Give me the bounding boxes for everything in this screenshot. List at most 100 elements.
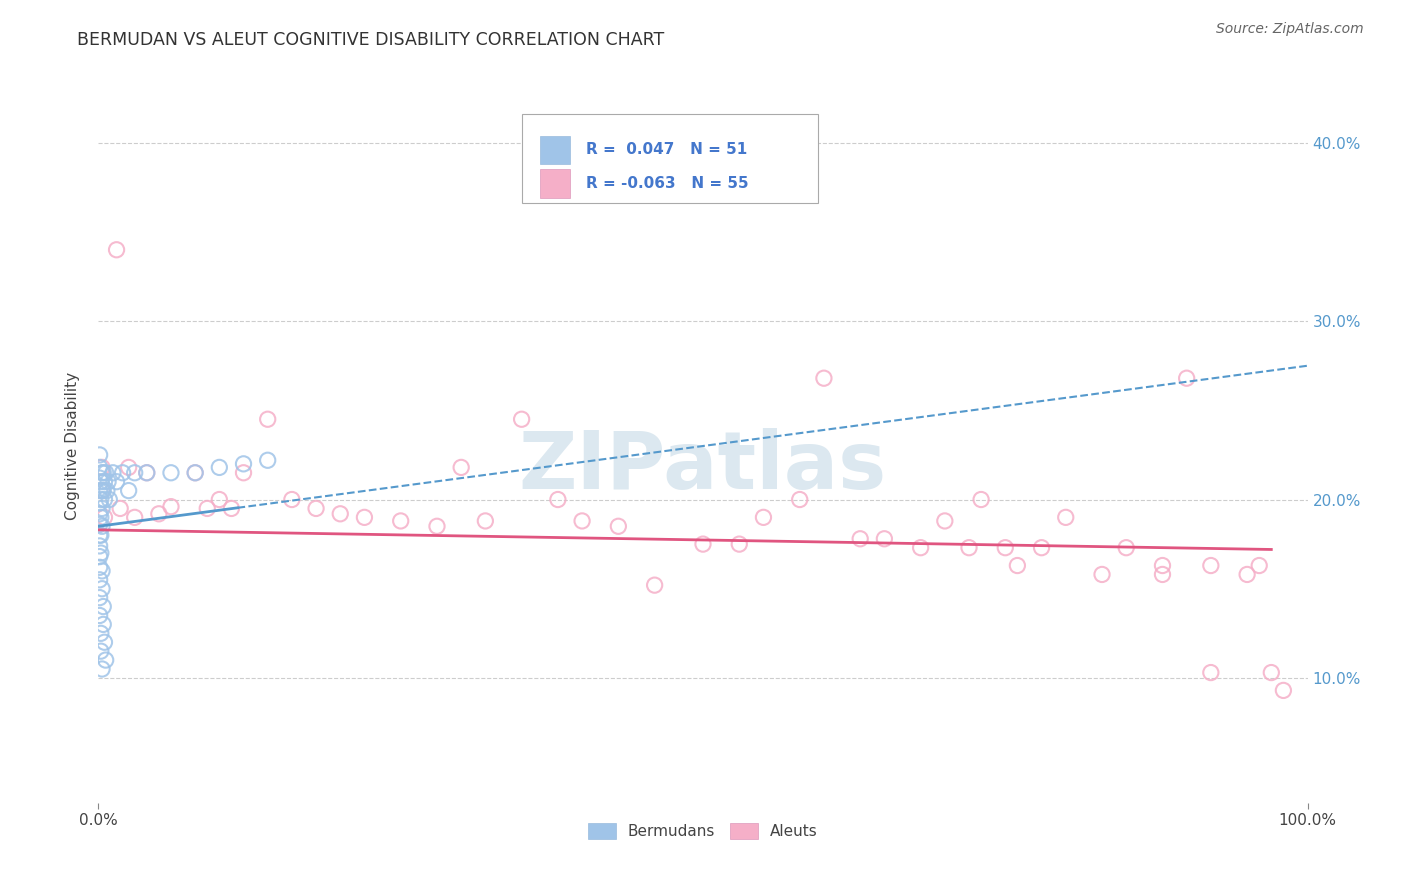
Point: [849, 532, 872, 546]
Point: [1236, 567, 1258, 582]
Point: [1249, 558, 1271, 573]
Point: [94, 466, 117, 480]
Text: Source: ZipAtlas.com: Source: ZipAtlas.com: [1216, 22, 1364, 37]
Point: [118, 483, 141, 498]
Point: [91, 617, 114, 632]
Point: [232, 457, 254, 471]
Point: [98, 492, 121, 507]
Point: [1115, 541, 1137, 555]
Point: [1175, 371, 1198, 385]
Point: [91, 582, 114, 596]
Point: [118, 460, 141, 475]
Point: [101, 466, 124, 480]
Point: [184, 466, 207, 480]
Point: [728, 537, 751, 551]
Point: [89, 483, 111, 498]
Point: [910, 541, 932, 555]
Point: [957, 541, 980, 555]
Point: [184, 466, 207, 480]
Point: [450, 460, 472, 475]
Point: [89, 507, 111, 521]
Point: [89, 460, 111, 475]
Point: [89, 517, 111, 532]
Point: [305, 501, 328, 516]
Point: [873, 532, 896, 546]
Point: [91, 483, 114, 498]
Point: [221, 501, 243, 516]
Legend: Bermudans, Aleuts: Bermudans, Aleuts: [582, 817, 824, 845]
Point: [281, 492, 304, 507]
Point: [89, 549, 111, 564]
Point: [607, 519, 630, 533]
Point: [91, 501, 114, 516]
Point: [208, 460, 231, 475]
Point: [160, 500, 183, 514]
Point: [329, 507, 352, 521]
Point: [752, 510, 775, 524]
Point: [571, 514, 593, 528]
Point: [256, 412, 278, 426]
Point: [91, 599, 114, 614]
Point: [96, 483, 118, 498]
Point: [256, 453, 278, 467]
Bar: [540, 136, 569, 164]
Point: [1054, 510, 1077, 524]
Point: [994, 541, 1017, 555]
Point: [89, 539, 111, 553]
Point: [813, 371, 835, 385]
Point: [1007, 558, 1029, 573]
Point: [1199, 558, 1222, 573]
Point: [232, 466, 254, 480]
Point: [91, 483, 114, 498]
Point: [934, 514, 956, 528]
Point: [692, 537, 714, 551]
Point: [90, 626, 112, 640]
Point: [89, 528, 111, 542]
Point: [1031, 541, 1053, 555]
Point: [91, 466, 114, 480]
Point: [89, 496, 111, 510]
Point: [108, 501, 131, 516]
Point: [93, 475, 115, 489]
Point: [124, 510, 146, 524]
Point: [111, 466, 134, 480]
Point: [1091, 567, 1114, 582]
Point: [148, 507, 170, 521]
Point: [1199, 665, 1222, 680]
Bar: [540, 169, 569, 198]
Point: [547, 492, 569, 507]
Point: [91, 466, 114, 480]
Text: R = -0.063   N = 55: R = -0.063 N = 55: [586, 176, 748, 191]
Point: [91, 519, 114, 533]
Point: [91, 483, 114, 498]
Point: [97, 475, 120, 489]
Point: [789, 492, 811, 507]
Point: [93, 492, 115, 507]
Point: [1272, 683, 1295, 698]
Point: [160, 466, 183, 480]
Point: [1152, 567, 1174, 582]
Text: ZIPatlas: ZIPatlas: [519, 428, 887, 507]
FancyBboxPatch shape: [522, 114, 818, 203]
Point: [135, 466, 157, 480]
Point: [1260, 665, 1282, 680]
Point: [89, 560, 111, 574]
Text: R =  0.047   N = 51: R = 0.047 N = 51: [586, 143, 747, 157]
Point: [91, 662, 114, 676]
Point: [510, 412, 533, 426]
Point: [195, 501, 218, 516]
Point: [970, 492, 993, 507]
Point: [90, 492, 112, 507]
Point: [426, 519, 449, 533]
Point: [90, 510, 112, 524]
Point: [89, 471, 111, 485]
Point: [353, 510, 375, 524]
Point: [91, 564, 114, 578]
Y-axis label: Cognitive Disability: Cognitive Disability: [65, 372, 80, 520]
Point: [105, 243, 128, 257]
Point: [91, 460, 114, 475]
Point: [93, 635, 115, 649]
Point: [89, 608, 111, 623]
Point: [208, 492, 231, 507]
Point: [124, 466, 146, 480]
